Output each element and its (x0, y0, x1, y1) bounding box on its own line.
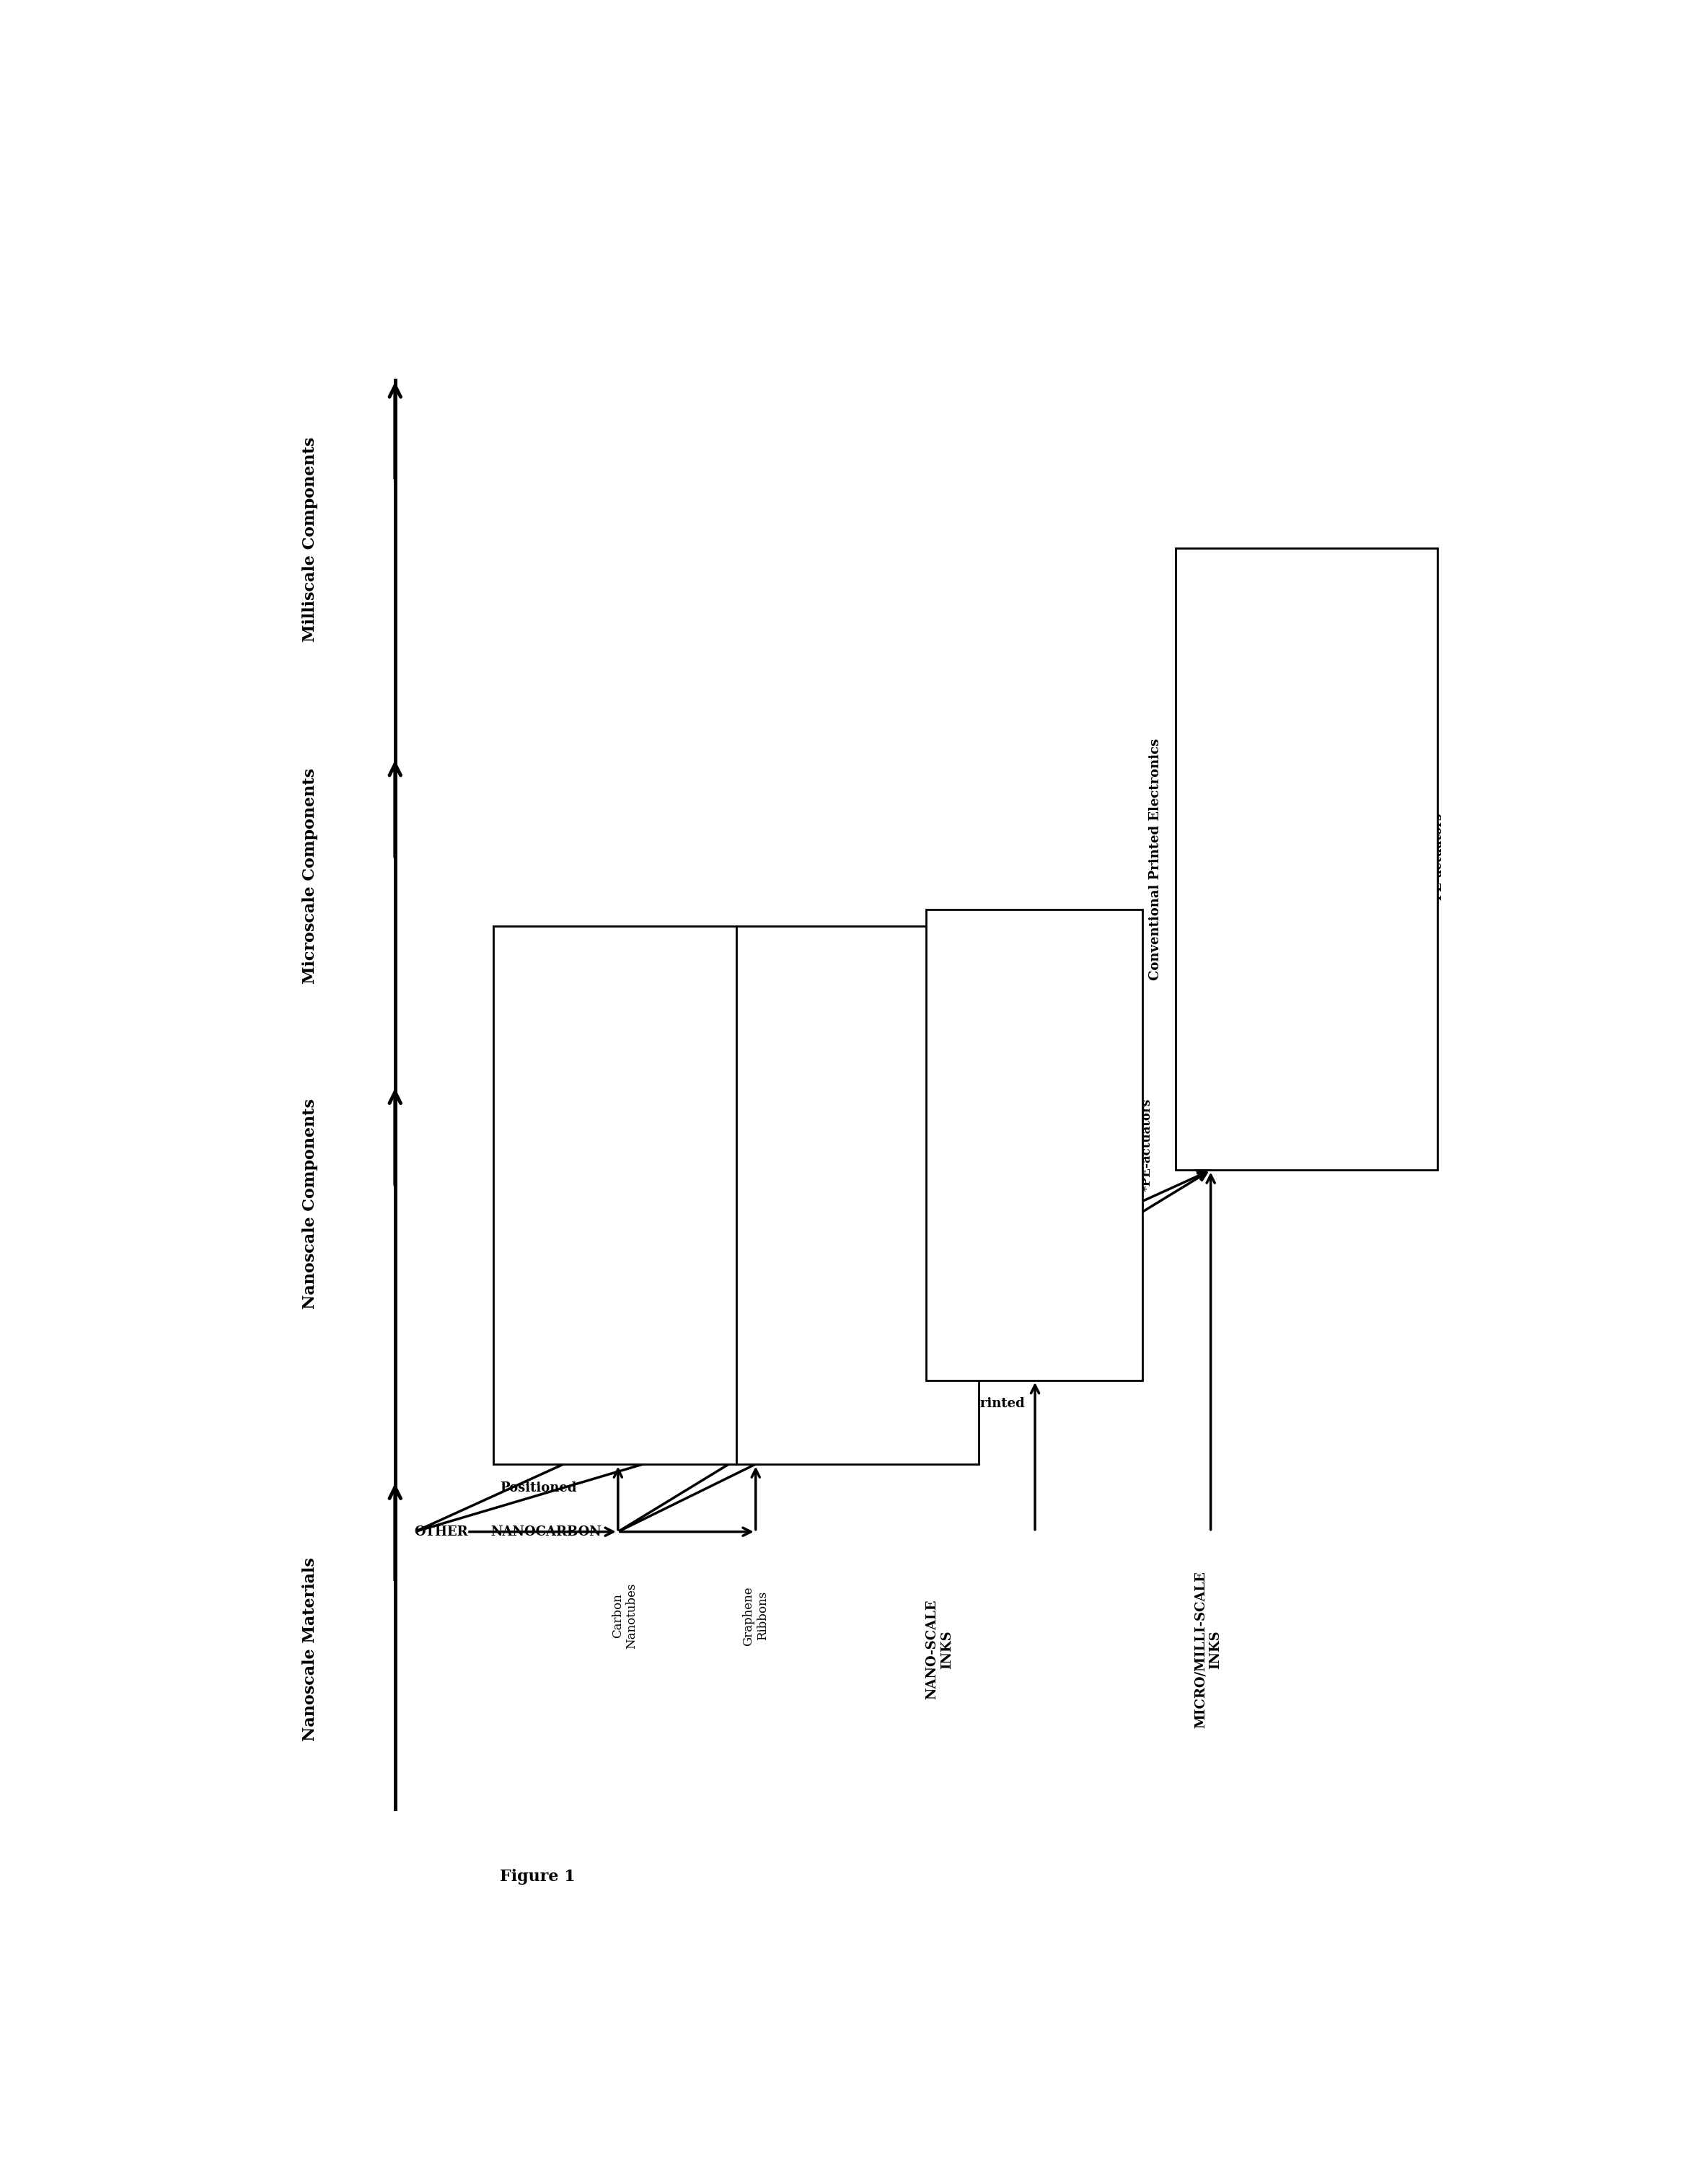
Text: *CNRs: *CNRs (563, 1173, 575, 1216)
Text: Graphene
Ribbons: Graphene Ribbons (743, 1586, 768, 1645)
Text: *PERs: *PERs (1245, 839, 1257, 880)
Bar (736, 926, 978, 1465)
Bar (926, 909, 1142, 1380)
Text: *CNFETs: *CNFETs (528, 1166, 540, 1225)
Text: *CN-transducers: *CN-transducers (702, 1140, 714, 1251)
Text: Conventional Printed Electronics: Conventional Printed Electronics (1149, 738, 1162, 981)
Text: *PERs: *PERs (986, 1125, 998, 1166)
Text: NANOCARBON: NANOCARBON (491, 1524, 601, 1538)
Text: Carbon
Nanotubes: Carbon Nanotubes (611, 1583, 638, 1649)
Bar (494, 926, 736, 1465)
Text: *CNDs: *CNDs (597, 1173, 609, 1216)
Text: *GR-transducers: *GR-transducers (944, 1140, 956, 1251)
Text: *GRLEDs: *GRLEDs (909, 1164, 922, 1225)
Text: *PEDs: *PEDs (1283, 839, 1294, 880)
Text: *PELEDs: *PELEDs (1357, 830, 1371, 889)
Text: *CN-actuators: *CN-actuators (736, 1149, 748, 1243)
Text: *PELEDs: *PELEDs (1079, 1116, 1091, 1175)
Text: *PECs: *PECs (1047, 1125, 1061, 1166)
Text: NANO-SCALE
INKS: NANO-SCALE INKS (926, 1599, 953, 1699)
Text: Positioned: Positioned (501, 1481, 577, 1494)
Text: Nanoprinted: Nanoprinted (932, 1398, 1025, 1411)
Text: *GRCs: *GRCs (875, 1175, 887, 1216)
Text: *PEFETs: *PEFETs (1208, 830, 1220, 887)
Text: *GRDs: *GRDs (841, 1173, 853, 1216)
Text: *PE-actuators: *PE-actuators (1433, 812, 1445, 906)
Bar (1176, 548, 1438, 1171)
Text: *PECs: *PECs (1320, 839, 1332, 880)
Text: OTHER: OTHER (415, 1524, 469, 1538)
Text: MICRO/MILLI-SCALE
INKS: MICRO/MILLI-SCALE INKS (1195, 1570, 1222, 1728)
Text: *GR-actuators: *GR-actuators (978, 1149, 992, 1243)
Text: *CNLEDs: *CNLEDs (667, 1164, 678, 1225)
Text: *PE-transducers: *PE-transducers (1394, 804, 1408, 915)
Text: *PEDs: *PEDs (1017, 1125, 1029, 1166)
Text: *PEFETs: *PEFETs (956, 1116, 968, 1173)
Text: *PE-actuators: *PE-actuators (1140, 1099, 1152, 1192)
Text: *CNCs: *CNCs (633, 1173, 645, 1216)
Text: Milliscale Components: Milliscale Components (301, 437, 318, 642)
Text: Nanoscale Components: Nanoscale Components (301, 1099, 318, 1308)
Text: *PE-transducers: *PE-transducers (1110, 1090, 1122, 1199)
Text: Figure 1: Figure 1 (501, 1870, 575, 1885)
Text: Microscale Components: Microscale Components (301, 769, 318, 983)
Text: Nanoscale Materials: Nanoscale Materials (301, 1557, 318, 1741)
Text: *GRRs: *GRRs (805, 1173, 817, 1216)
Text: *GRFETs: *GRFETs (772, 1166, 783, 1225)
